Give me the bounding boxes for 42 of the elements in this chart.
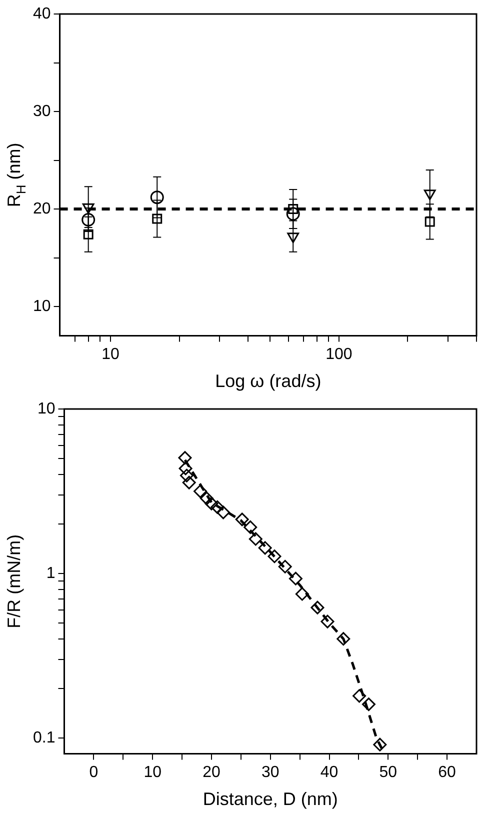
point <box>194 484 208 498</box>
point <box>248 532 262 546</box>
y-axis-title: RH (nm) <box>4 142 28 208</box>
point <box>178 462 192 476</box>
x-axis-title: Distance, D (nm) <box>202 789 338 809</box>
point <box>258 541 272 555</box>
point <box>278 560 292 574</box>
x-axis-title: Log ω (rad/s) <box>215 371 322 391</box>
point <box>178 451 192 465</box>
point <box>336 632 350 646</box>
point <box>244 520 258 534</box>
x-tick-label: 30 <box>261 764 280 781</box>
x-tick-label: 20 <box>202 764 220 781</box>
point <box>210 500 224 514</box>
point <box>320 614 334 628</box>
point <box>268 550 282 564</box>
point <box>180 468 194 482</box>
y-tick-label: 1 <box>46 564 56 582</box>
y-tick-label: 10 <box>37 400 56 418</box>
x-tick-label: 10 <box>144 764 162 781</box>
point <box>235 512 249 526</box>
x-tick-label: 100 <box>326 346 352 363</box>
point <box>288 572 302 586</box>
y-tick-label: 40 <box>33 5 51 22</box>
y-axis-title: F/R (mN/m) <box>4 534 24 628</box>
y-tick-label: 10 <box>33 298 51 315</box>
point <box>216 506 230 520</box>
y-tick-label: 30 <box>33 102 51 120</box>
point <box>362 698 376 712</box>
point <box>310 600 324 614</box>
x-tick-label: 50 <box>379 764 398 781</box>
x-tick-label: 60 <box>438 764 456 781</box>
point <box>204 496 218 510</box>
y-tick-label: 0.1 <box>32 729 56 746</box>
point <box>352 689 366 703</box>
x-tick-label: 40 <box>320 764 338 781</box>
y-tick-label: 20 <box>33 200 51 218</box>
point <box>182 476 196 490</box>
point <box>200 492 214 506</box>
point <box>373 738 387 752</box>
x-tick-label: 0 <box>89 764 98 781</box>
point <box>295 587 309 601</box>
